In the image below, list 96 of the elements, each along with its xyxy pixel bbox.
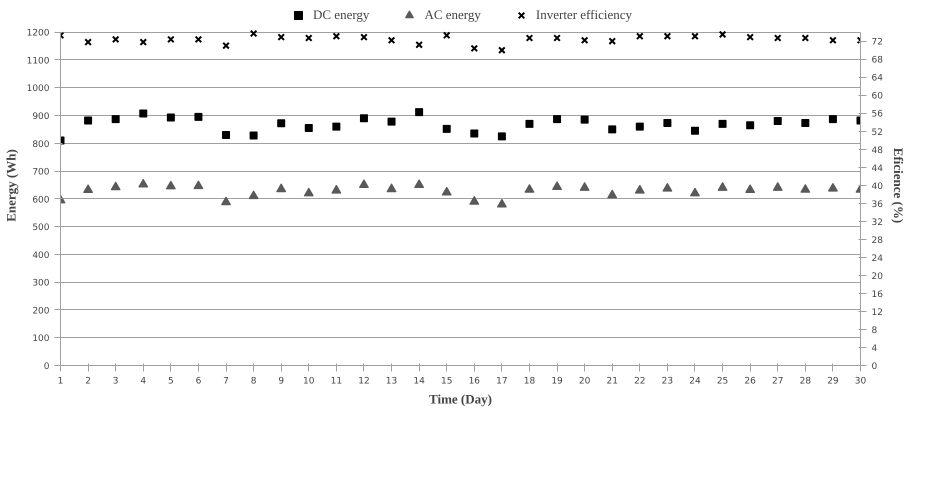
legend-label: AC energy — [424, 7, 481, 23]
x-tick-label: 4 — [140, 376, 146, 386]
x-tick-label: 21 — [606, 376, 618, 386]
x-tick-label: 12 — [358, 376, 370, 386]
x-tick-label: 26 — [744, 376, 756, 386]
y-tick-label: 500 — [32, 223, 50, 234]
x-tick-label: 14 — [413, 376, 426, 386]
point — [498, 46, 506, 54]
x-tick-label: 15 — [440, 376, 452, 386]
point — [112, 36, 120, 44]
y-tick-label: 100 — [32, 334, 50, 344]
y-tick-label: 200 — [32, 306, 50, 316]
y2-tick-label: 16 — [872, 290, 884, 300]
point — [553, 34, 561, 42]
y-tick-label: 1200 — [26, 28, 50, 39]
x-tick-label: 29 — [827, 376, 839, 386]
y2-tick-label: 28 — [872, 236, 884, 246]
point — [222, 42, 230, 50]
y2-tick-label: 24 — [872, 254, 884, 264]
x-tick-label: 6 — [196, 376, 202, 386]
x-tick-label: 19 — [551, 376, 564, 386]
y2-tick-label: 72 — [872, 38, 883, 48]
legend-label: DC energy — [312, 7, 370, 23]
x-tick-label: 22 — [634, 376, 646, 386]
point — [388, 36, 396, 44]
y-tick-label: 300 — [32, 278, 50, 289]
y2-tick-label: 60 — [872, 92, 884, 102]
x-axis-title: Time (Day) — [429, 392, 492, 406]
x-tick-label: 2 — [85, 376, 91, 386]
y2-tick-label: 0 — [872, 362, 878, 372]
point — [829, 36, 837, 44]
x-tick-label: 28 — [800, 376, 812, 386]
y-tick-label: 400 — [32, 250, 50, 261]
point — [691, 32, 699, 40]
x-tick-label: 9 — [278, 376, 284, 386]
y-tick-label: 900 — [32, 112, 50, 122]
point — [636, 32, 644, 40]
y2-tick-label: 8 — [872, 326, 878, 336]
x-tick-label: 8 — [250, 376, 257, 386]
point — [194, 36, 202, 44]
point — [718, 30, 726, 38]
point — [774, 34, 782, 42]
y2-tick-label: 20 — [872, 272, 884, 282]
x-tick-label: 27 — [772, 376, 784, 386]
point — [304, 34, 313, 42]
y2-tick-label: 56 — [872, 110, 884, 120]
point — [802, 34, 810, 42]
y2-tick-label: 52 — [872, 128, 883, 138]
y2-tick-label: 68 — [872, 56, 884, 66]
x-tick-label: 24 — [689, 376, 701, 386]
point — [360, 33, 368, 41]
point — [139, 38, 148, 46]
y2-tick-label: 32 — [872, 218, 883, 228]
y-tick-label: 700 — [32, 168, 50, 178]
point — [277, 33, 286, 41]
x-tick-label: 20 — [578, 376, 591, 386]
y2-axis-title: Eficience (%) — [890, 148, 906, 224]
y2-tick-label: 40 — [872, 182, 884, 192]
x-tick-label: 18 — [524, 376, 536, 386]
y2-tick-label: 44 — [872, 164, 884, 174]
point — [250, 30, 258, 38]
y-tick-label: 1000 — [26, 84, 50, 94]
x-tick-label: 5 — [168, 376, 174, 386]
point — [664, 32, 672, 40]
x-tick-label: 11 — [330, 376, 342, 386]
point — [84, 38, 92, 46]
point — [470, 44, 478, 52]
y-tick-label: 1100 — [26, 56, 50, 66]
x-tick-label: 1 — [58, 376, 64, 386]
x-tick-label: 10 — [303, 376, 315, 386]
point — [608, 37, 616, 46]
point — [746, 33, 754, 41]
x-tick-label: 13 — [386, 376, 398, 386]
point — [332, 32, 340, 40]
y-axis-title: Energy (Wh) — [4, 149, 19, 222]
x-tick-label: 25 — [716, 376, 728, 386]
y2-tick-label: 64 — [872, 74, 884, 84]
y2-tick-label: 48 — [872, 146, 884, 156]
x-tick-label: 7 — [223, 376, 229, 386]
x-tick-label: 23 — [662, 376, 674, 386]
y2-tick-label: 4 — [872, 344, 878, 354]
point — [415, 40, 423, 49]
x-tick-label: 30 — [854, 376, 866, 386]
x-tick-label: 16 — [468, 376, 480, 386]
y-tick-label: 800 — [32, 140, 50, 150]
y2-tick-label: 36 — [872, 200, 884, 210]
point — [526, 34, 534, 42]
point — [580, 36, 588, 44]
y-tick-label: 0 — [44, 362, 50, 372]
y2-tick-label: 12 — [872, 308, 883, 318]
y-tick-label: 600 — [32, 195, 50, 206]
x-tick-label: 17 — [496, 376, 508, 386]
point — [167, 36, 175, 44]
legend-label: Inverter efficiency — [536, 7, 632, 23]
point — [442, 31, 451, 40]
x-tick-label: 3 — [112, 376, 119, 386]
